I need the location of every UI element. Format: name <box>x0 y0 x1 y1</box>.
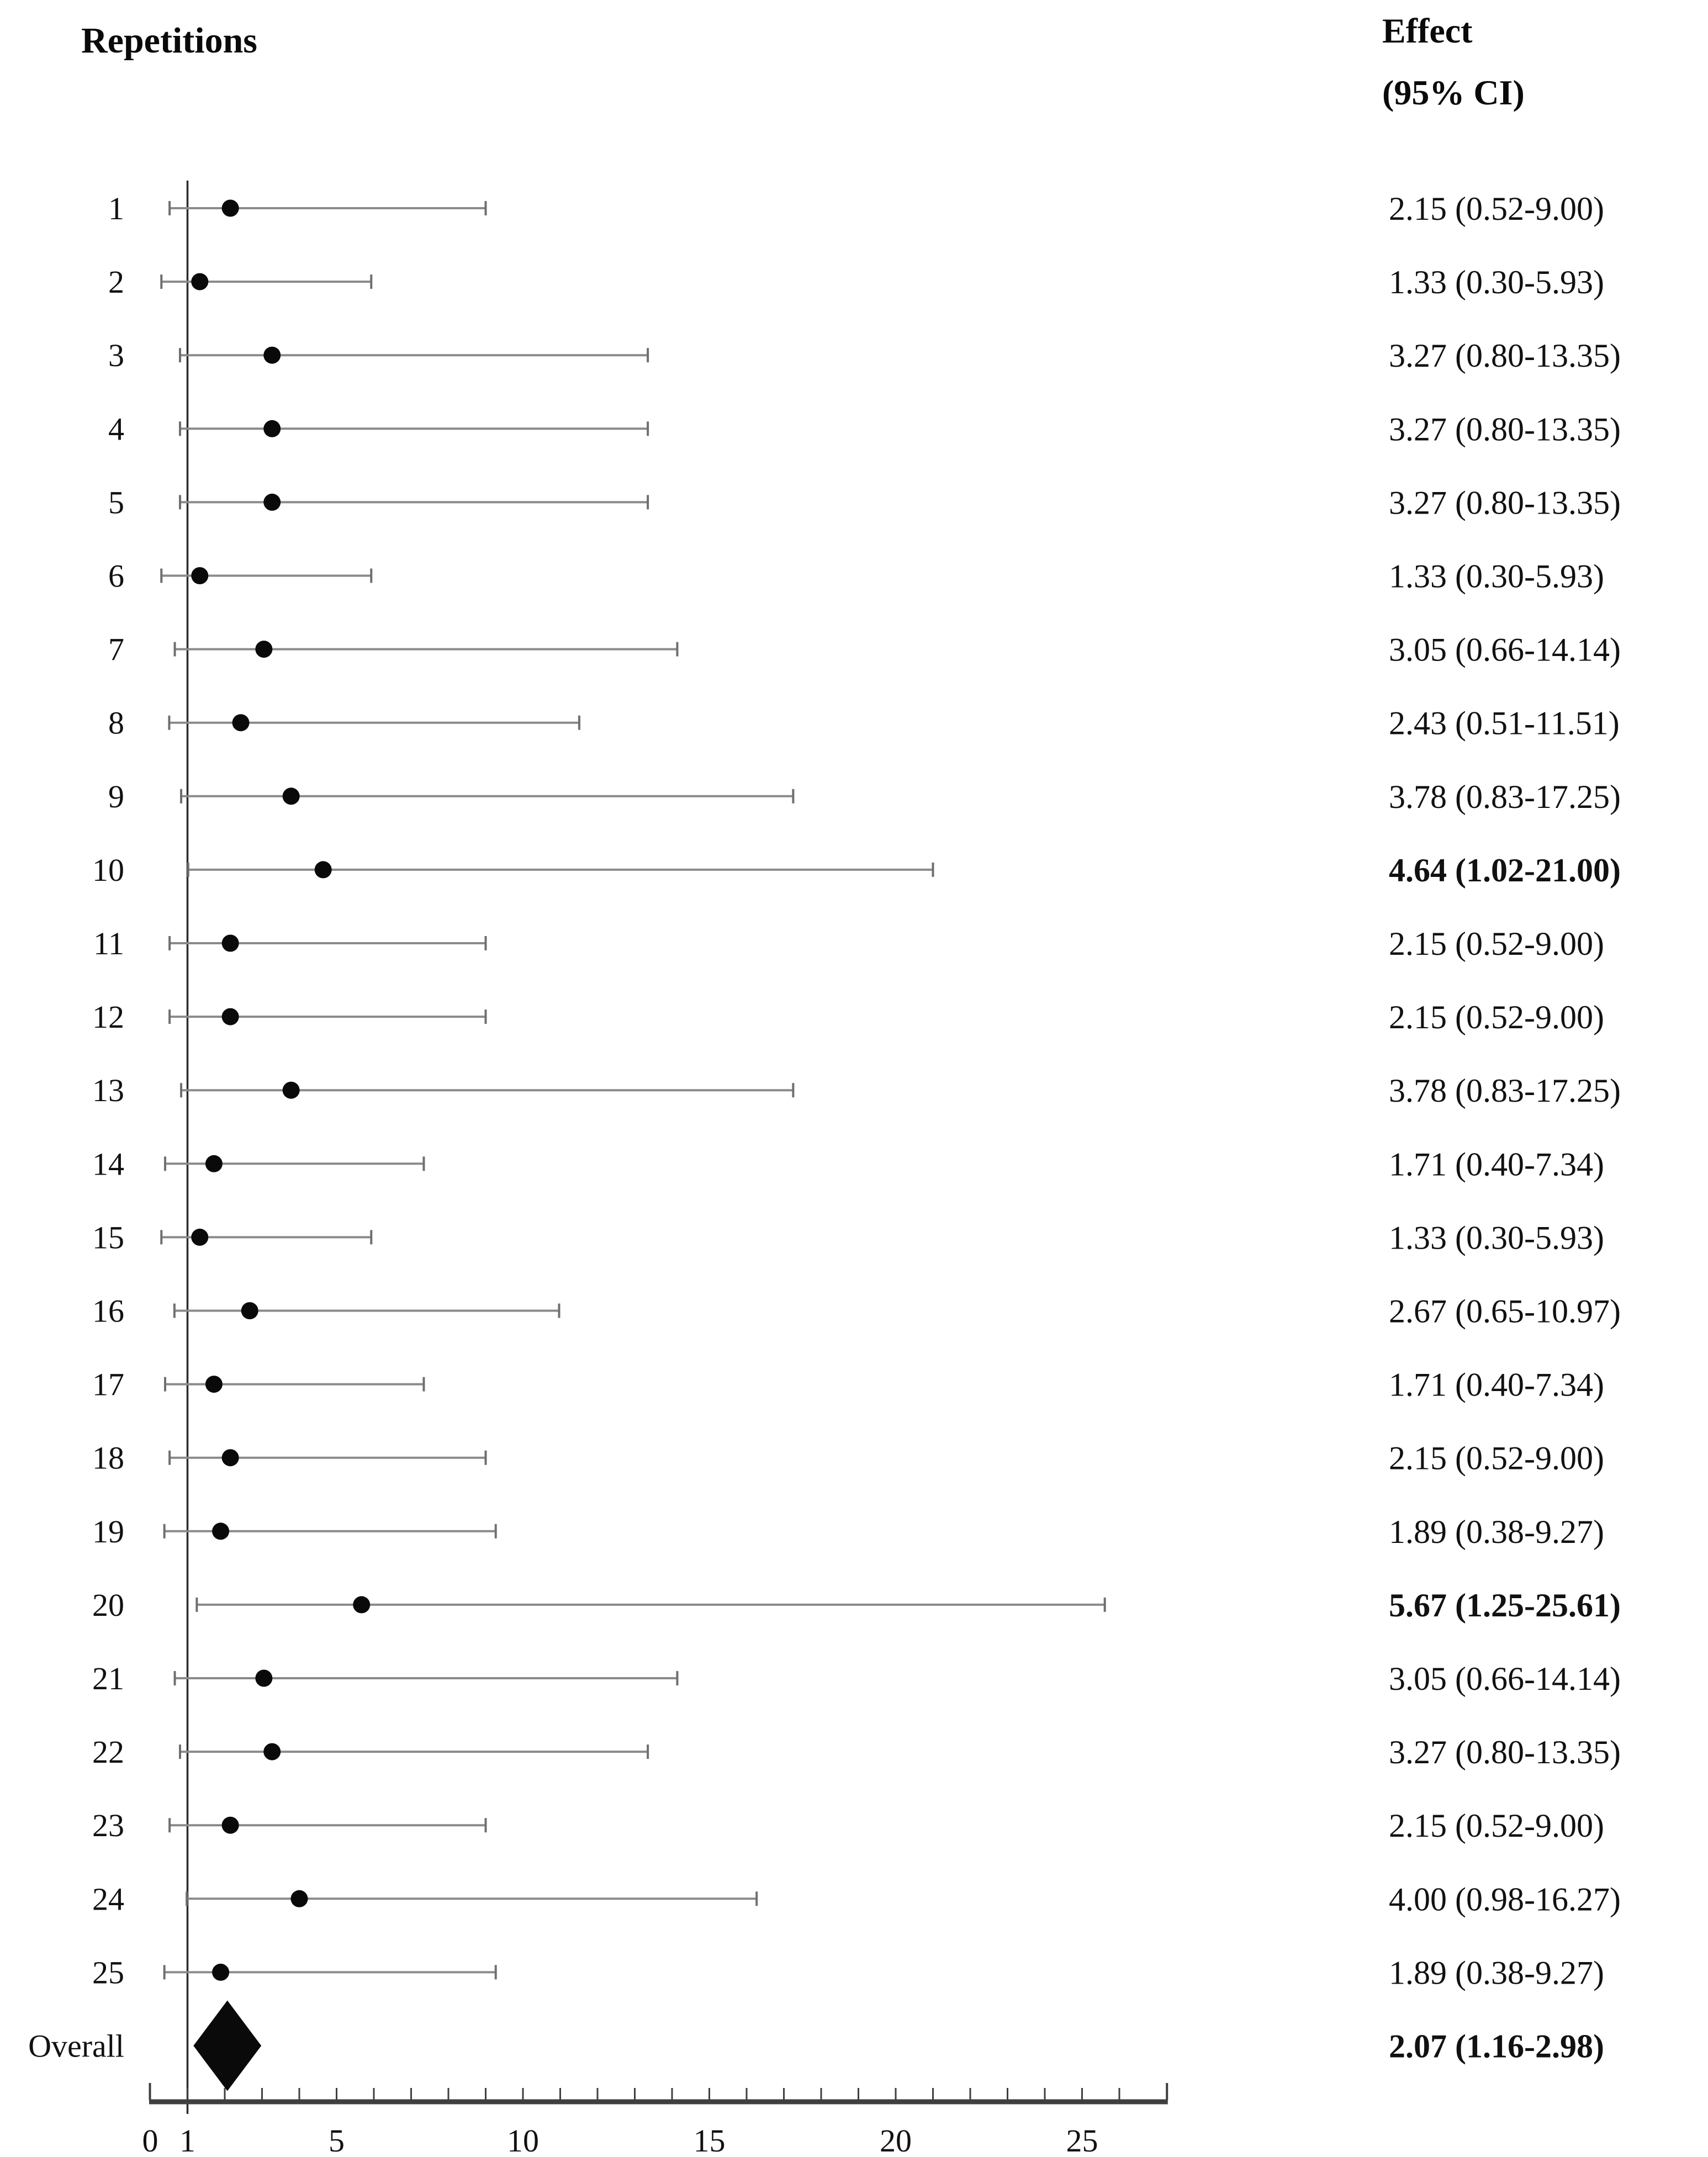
row-label: 1 <box>108 191 124 226</box>
effect-dot <box>282 1081 300 1099</box>
x-axis-tick-label: 25 <box>1066 2123 1098 2157</box>
row-label: 2 <box>108 264 124 300</box>
effect-dot <box>255 1669 273 1687</box>
effect-dot <box>221 1816 239 1834</box>
row-label: 7 <box>108 632 124 668</box>
effect-value: 3.78 (0.83-17.25) <box>1389 1072 1621 1109</box>
effect-dot <box>221 1449 239 1467</box>
effect-value: 1.71 (0.40-7.34) <box>1389 1146 1604 1182</box>
row-label: 12 <box>92 999 124 1035</box>
effect-dot <box>282 787 300 805</box>
effect-value: 1.33 (0.30-5.93) <box>1389 1219 1604 1256</box>
row-label: 3 <box>108 337 124 373</box>
row-label: 19 <box>92 1514 124 1550</box>
effect-value: 3.27 (0.80-13.35) <box>1389 484 1621 521</box>
effect-dot <box>191 273 209 290</box>
row-label: 10 <box>92 852 124 888</box>
x-axis-tick-label: 1 <box>179 2123 195 2157</box>
page-title: Repetitions <box>81 20 257 61</box>
x-axis-tick-label: 5 <box>329 2123 345 2157</box>
row-label: 16 <box>92 1293 124 1329</box>
row-label: 11 <box>93 926 124 961</box>
effect-value: 2.15 (0.52-9.00) <box>1389 926 1604 962</box>
effect-value: 2.15 (0.52-9.00) <box>1389 1440 1604 1477</box>
effect-dot <box>263 346 281 364</box>
effect-value: 2.15 (0.52-9.00) <box>1389 1807 1604 1844</box>
effect-value: 2.43 (0.51-11.51) <box>1389 705 1620 742</box>
row-label: 17 <box>92 1367 124 1403</box>
row-label: 6 <box>108 558 124 594</box>
effect-value: 3.27 (0.80-13.35) <box>1389 337 1621 374</box>
effect-dot <box>212 1963 230 1981</box>
row-label: 24 <box>92 1881 124 1917</box>
row-label: 20 <box>92 1587 124 1623</box>
effect-dot <box>263 493 281 511</box>
effect-dot <box>241 1302 258 1319</box>
effect-value: 3.05 (0.66-14.14) <box>1389 632 1621 668</box>
row-label: 5 <box>108 484 124 520</box>
effect-dot <box>191 1228 209 1246</box>
effect-value: 1.33 (0.30-5.93) <box>1389 264 1604 300</box>
effect-header-line2: (95% CI) <box>1382 73 1525 112</box>
x-axis-tick-label: 10 <box>507 2123 539 2157</box>
row-label: 13 <box>92 1072 124 1108</box>
effect-dot <box>205 1376 223 1393</box>
effect-dot <box>290 1890 308 1907</box>
row-label: 9 <box>108 779 124 815</box>
effect-dot <box>205 1155 223 1172</box>
effect-value: 4.64 (1.02-21.00) <box>1389 852 1621 889</box>
x-axis-tick-label: 15 <box>694 2123 726 2157</box>
effect-dot <box>212 1522 230 1540</box>
overall-diamond <box>193 2000 262 2091</box>
effect-value: 3.78 (0.83-17.25) <box>1389 779 1621 815</box>
effect-header-line1: Effect <box>1382 11 1473 50</box>
overall-effect-value: 2.07 (1.16-2.98) <box>1389 2028 1604 2065</box>
row-label: 4 <box>108 411 124 447</box>
x-axis-tick-label: 0 <box>142 2123 158 2157</box>
effect-column-header: Effect (95% CI) <box>1382 0 1525 124</box>
effect-dot <box>255 641 273 658</box>
overall-label: Overall <box>28 2028 124 2064</box>
effect-value: 1.71 (0.40-7.34) <box>1389 1367 1604 1403</box>
effect-value: 1.33 (0.30-5.93) <box>1389 558 1604 595</box>
row-label: 23 <box>92 1807 124 1843</box>
x-axis-tick-label: 20 <box>880 2123 912 2157</box>
effect-dot <box>191 567 209 584</box>
effect-dot <box>263 1743 281 1761</box>
effect-value: 1.89 (0.38-9.27) <box>1389 1514 1604 1550</box>
effect-dot <box>353 1596 371 1614</box>
effect-value: 1.89 (0.38-9.27) <box>1389 1954 1604 1991</box>
effect-value: 4.00 (0.98-16.27) <box>1389 1881 1621 1917</box>
effect-dot <box>232 714 250 732</box>
row-label: 22 <box>92 1734 124 1770</box>
effect-dot <box>221 1008 239 1025</box>
effect-value: 3.27 (0.80-13.35) <box>1389 1734 1621 1770</box>
row-label: 25 <box>92 1954 124 1990</box>
row-label: 18 <box>92 1440 124 1476</box>
row-label: 15 <box>92 1219 124 1255</box>
row-label: 14 <box>92 1146 124 1182</box>
effect-value: 5.67 (1.25-25.61) <box>1389 1587 1621 1624</box>
effect-value: 3.27 (0.80-13.35) <box>1389 411 1621 447</box>
effect-dot <box>221 199 239 217</box>
effect-value: 2.15 (0.52-9.00) <box>1389 999 1604 1035</box>
effect-value: 2.67 (0.65-10.97) <box>1389 1293 1621 1330</box>
effect-value: 2.15 (0.52-9.00) <box>1389 191 1604 227</box>
effect-dot <box>263 420 281 437</box>
effect-dot <box>314 861 332 879</box>
row-label: 8 <box>108 705 124 741</box>
effect-value: 3.05 (0.66-14.14) <box>1389 1661 1621 1697</box>
row-label: 21 <box>92 1661 124 1696</box>
effect-dot <box>221 934 239 952</box>
